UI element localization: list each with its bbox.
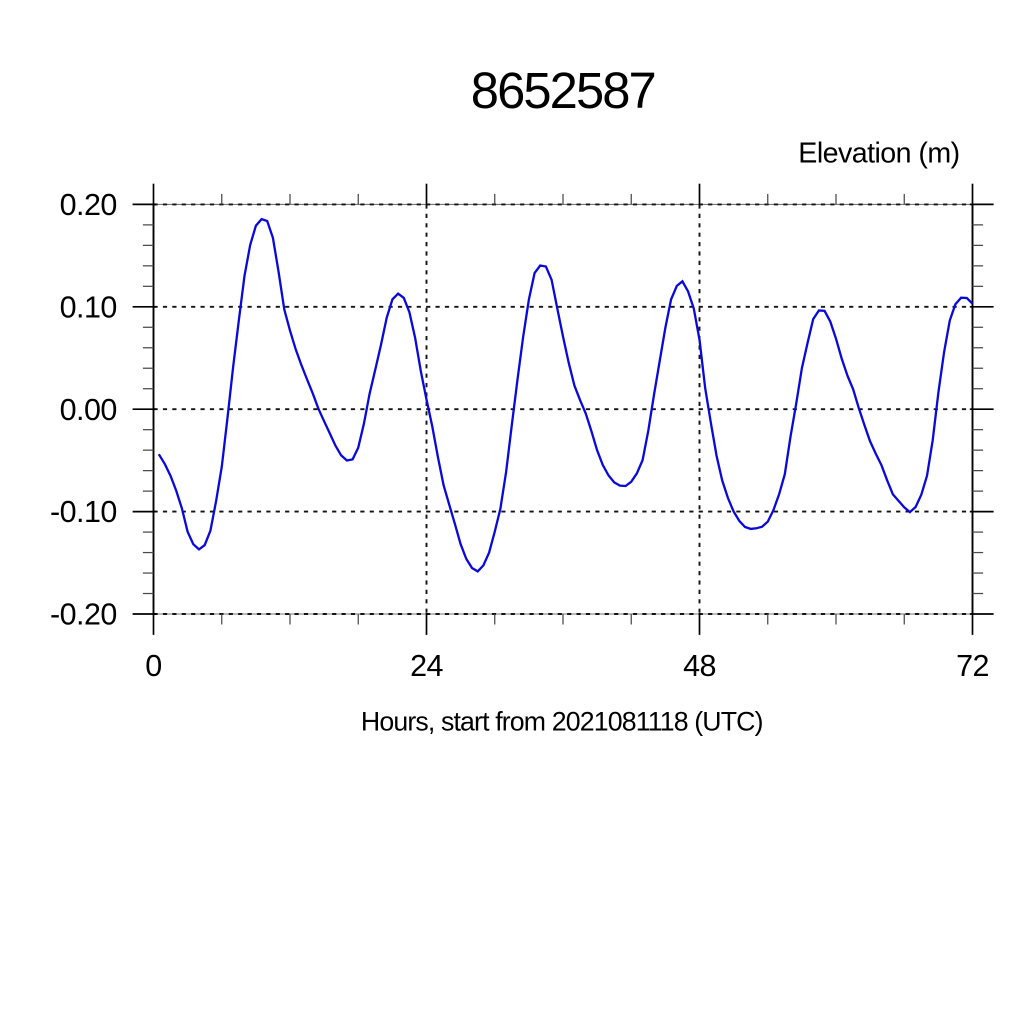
svg-text:0: 0 [145,649,161,683]
svg-text:Elevation (m): Elevation (m) [798,138,959,170]
svg-text:8652587: 8652587 [471,62,655,119]
svg-text:-0.10: -0.10 [50,495,117,529]
svg-text:0.20: 0.20 [60,188,117,222]
svg-text:Hours, start from 2021081118 (: Hours, start from 2021081118 (UTC) [361,706,763,736]
svg-text:-0.20: -0.20 [50,598,117,632]
svg-text:0.10: 0.10 [60,290,117,324]
svg-text:0.00: 0.00 [60,393,117,427]
svg-text:48: 48 [683,649,716,683]
svg-text:72: 72 [956,649,989,683]
svg-text:24: 24 [410,649,443,683]
